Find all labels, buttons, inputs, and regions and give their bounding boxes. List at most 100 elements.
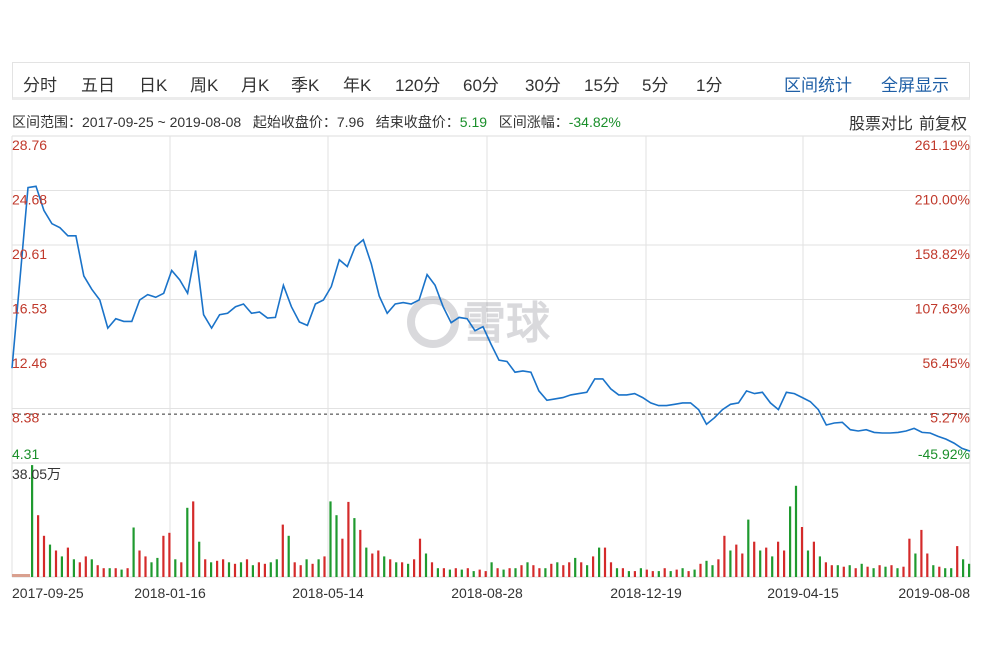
volume-bar	[896, 568, 899, 577]
volume-bar	[48, 544, 52, 577]
volume-bar	[407, 563, 410, 577]
period-tab[interactable]: 季K	[291, 76, 320, 95]
volume-bar	[216, 560, 219, 577]
volume-bar	[472, 571, 475, 577]
volume-bar	[496, 568, 499, 577]
price-tick-label: 12.46	[12, 355, 47, 371]
volume-bar	[514, 568, 517, 577]
volume-bar	[126, 568, 129, 577]
volume-bar	[556, 562, 559, 577]
period-tab[interactable]: 15分	[584, 76, 620, 95]
stock-compare-button[interactable]: 股票对比	[848, 116, 913, 133]
volume-bar	[598, 547, 601, 577]
volume-bar	[347, 501, 350, 577]
volume-bar	[377, 550, 380, 577]
volume-bar	[257, 562, 260, 577]
price-line	[11, 185, 971, 452]
period-toolbar: 分时 五日 日K 周K 月K 季K 年K 120分 60分 30分 15分 5分 1分 区间统计 全屏显示	[12, 62, 970, 100]
price-tick-label: 16.53	[12, 301, 47, 317]
volume-bar	[950, 568, 953, 577]
start-price-label: 起始收盘价：	[252, 114, 337, 130]
volume-bar	[329, 501, 332, 577]
percent-tick-label: -45.92%	[918, 446, 970, 462]
volume-bar	[866, 566, 869, 577]
volume-bar	[848, 565, 851, 577]
volume-bar	[114, 568, 117, 577]
volume-bar	[389, 559, 392, 577]
volume-bar	[413, 559, 416, 577]
volume-bar	[765, 547, 768, 577]
volume-bar	[711, 565, 714, 577]
volume-bar	[693, 569, 696, 577]
period-tab[interactable]: 120分	[395, 76, 441, 95]
volume-bar	[281, 524, 284, 577]
price-tick-label: 20.61	[12, 246, 47, 262]
volume-bar	[932, 565, 935, 577]
volume-bar	[341, 538, 344, 577]
volume-bar	[96, 565, 99, 577]
volume-bar	[926, 553, 929, 577]
volume-bar	[317, 559, 320, 577]
volume-bar	[621, 568, 624, 577]
period-tab[interactable]: 30分	[525, 76, 561, 95]
range-stats-link[interactable]: 区间统计	[784, 76, 852, 95]
period-tab[interactable]: 分时	[23, 76, 57, 95]
volume-bar	[526, 562, 529, 577]
volume-bar	[747, 519, 750, 577]
period-tab[interactable]: 年K	[343, 76, 372, 95]
range-label: 区间范围：	[12, 114, 82, 130]
volume-bar	[914, 553, 917, 577]
percent-tick-label: 107.63%	[915, 301, 970, 317]
volume-bar	[138, 550, 141, 577]
range-value: 2017-09-25 ~ 2019-08-08	[82, 114, 242, 130]
end-price-label: 结束收盘价：	[375, 114, 460, 130]
period-tab[interactable]: 月K	[241, 76, 270, 95]
volume-bar	[520, 565, 523, 577]
volume-base-bar	[12, 574, 30, 577]
volume-bar	[735, 544, 738, 577]
volume-bar	[884, 566, 887, 577]
period-tab[interactable]: 五日	[81, 76, 115, 95]
period-tab[interactable]: 日K	[139, 76, 168, 95]
volume-bar	[37, 515, 40, 577]
volume-bar	[562, 565, 565, 577]
volume-bar	[66, 547, 69, 577]
volume-bar	[353, 518, 356, 577]
volume-bar	[633, 571, 636, 577]
volume-bar	[227, 562, 231, 577]
volume-bar	[502, 569, 505, 577]
volume-bar	[42, 535, 46, 577]
volume-bar	[902, 566, 905, 577]
fullscreen-link[interactable]: 全屏显示	[881, 76, 949, 95]
volume-bar	[168, 532, 171, 577]
volume-bar	[759, 550, 762, 577]
date-tick-label: 2018-05-14	[292, 585, 364, 601]
period-tab[interactable]: 60分	[463, 76, 499, 95]
volume-bar	[180, 562, 183, 577]
volume-bar	[430, 562, 434, 577]
volume-bar	[239, 562, 243, 577]
volume-bar	[687, 571, 690, 577]
volume-bar	[401, 562, 404, 577]
volume-bar	[627, 571, 630, 577]
volume-bar	[508, 568, 511, 577]
volume-bar	[800, 527, 804, 577]
period-tab[interactable]: 1分	[696, 76, 723, 95]
forward-adjust-button[interactable]: 前复权	[918, 116, 967, 133]
period-tab[interactable]: 周K	[190, 76, 219, 95]
volume-bar	[174, 559, 177, 577]
volume-bar	[794, 485, 798, 577]
volume-bar	[908, 538, 911, 577]
volume-bar	[484, 571, 487, 577]
period-tab[interactable]: 5分	[642, 76, 669, 95]
volume-bar	[836, 565, 839, 577]
volume-max-label: 38.05万	[12, 466, 61, 482]
volume-bar	[454, 568, 457, 577]
price-tick-label: 4.31	[12, 446, 39, 462]
volume-bar	[580, 562, 583, 577]
chart-options: 股票对比 前复权	[843, 110, 967, 134]
volume-bar	[311, 563, 314, 577]
volume-bar	[723, 535, 726, 577]
volume-bar	[669, 571, 672, 577]
